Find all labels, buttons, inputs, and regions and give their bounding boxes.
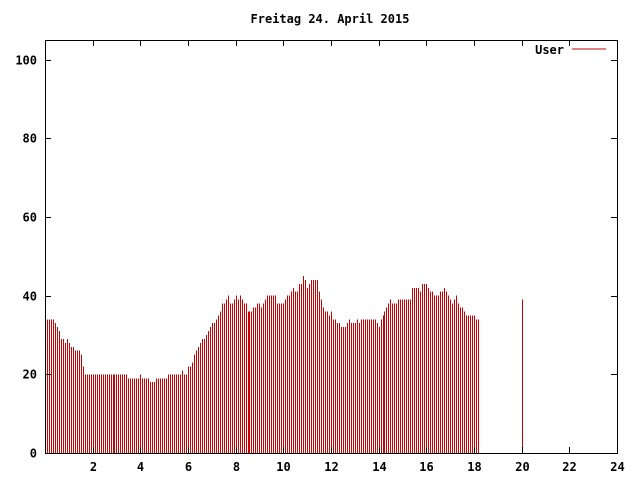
y-tick-label: 100 — [15, 54, 37, 68]
y-tick-label: 80 — [23, 132, 37, 146]
x-tick-label: 16 — [419, 460, 433, 474]
x-tick-label: 22 — [562, 460, 576, 474]
legend: User — [535, 43, 606, 57]
chart-title: Freitag 24. April 2015 — [251, 12, 410, 26]
y-tick-label: 60 — [23, 211, 37, 225]
x-tick-label: 20 — [515, 460, 529, 474]
x-tick-label: 6 — [185, 460, 192, 474]
legend-label: User — [535, 43, 564, 57]
x-tick-label: 2 — [90, 460, 97, 474]
x-tick-label: 24 — [610, 460, 624, 474]
x-tick-label: 8 — [233, 460, 240, 474]
x-tick-label: 4 — [137, 460, 144, 474]
x-tick-label: 18 — [467, 460, 481, 474]
bars-layer — [45, 276, 523, 453]
x-tick-label: 12 — [324, 460, 338, 474]
y-tick-label: 20 — [23, 368, 37, 382]
x-tick-label: 14 — [372, 460, 386, 474]
y-tick-label: 40 — [23, 290, 37, 304]
y-tick-label: 0 — [30, 447, 37, 461]
x-tick-label: 10 — [276, 460, 290, 474]
